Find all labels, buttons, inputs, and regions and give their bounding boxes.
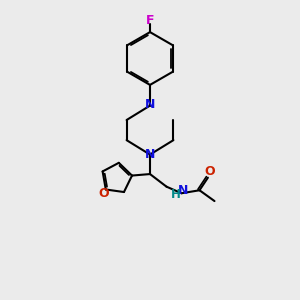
Text: N: N — [178, 184, 188, 197]
Text: H: H — [171, 188, 181, 201]
Text: N: N — [145, 148, 155, 161]
Text: O: O — [204, 165, 215, 178]
Text: N: N — [145, 98, 155, 112]
Text: F: F — [146, 14, 154, 28]
Text: O: O — [98, 188, 109, 200]
